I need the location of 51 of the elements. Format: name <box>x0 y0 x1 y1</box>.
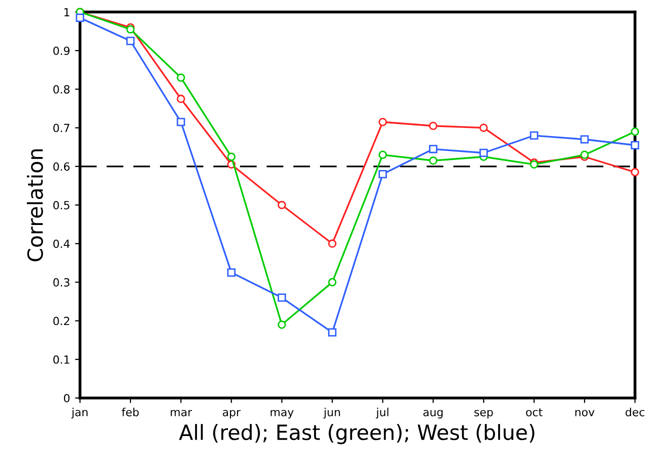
point <box>76 14 84 22</box>
y-tick-label: 0 <box>64 394 70 402</box>
point <box>328 328 336 337</box>
y-tick-label: 0.8 <box>53 85 70 94</box>
point <box>227 152 236 161</box>
x-tick-label: jul <box>376 408 388 418</box>
point <box>328 239 336 248</box>
x-tick-label: dec <box>626 408 644 416</box>
y-tick-label: 0.6 <box>53 162 70 171</box>
point <box>630 127 640 136</box>
point <box>278 200 286 210</box>
x-tick-label: aug <box>423 410 443 418</box>
x-tick-label: oct <box>526 408 542 416</box>
point <box>378 118 387 126</box>
y-tick-label: 0.9 <box>53 46 70 55</box>
point <box>176 73 186 82</box>
point <box>176 118 186 126</box>
point <box>429 156 438 165</box>
point <box>429 144 438 154</box>
x-tick-label: sep <box>474 410 493 418</box>
point <box>378 170 387 178</box>
x-tick-label: apr <box>222 410 241 418</box>
point <box>278 293 286 302</box>
y-axis-title: Correlation <box>26 149 44 262</box>
point <box>530 131 538 140</box>
point <box>278 320 286 329</box>
point <box>429 122 438 130</box>
point <box>630 141 640 150</box>
point <box>227 268 236 277</box>
y-tick-label: 0.5 <box>53 200 70 210</box>
y-tick-label: 0.2 <box>53 316 70 326</box>
y-tick-label: 0.1 <box>53 355 70 364</box>
x-tick-label: nov <box>575 410 594 416</box>
point <box>176 94 186 104</box>
y-tick-label: 0.7 <box>53 124 70 132</box>
y-tick-label: 1 <box>64 8 70 16</box>
x-tick-label: jun <box>323 408 340 418</box>
point <box>479 124 488 132</box>
y-tick-label: 0.3 <box>53 278 70 287</box>
point <box>580 135 589 144</box>
y-tick-label: 0.4 <box>53 240 70 248</box>
point <box>378 150 387 159</box>
x-axis-title: All (red); East (green); West (blue) <box>179 424 534 444</box>
x-tick-label: mar <box>170 410 192 416</box>
point <box>328 278 336 286</box>
point <box>126 36 135 46</box>
x-tick-label: may <box>270 410 294 418</box>
x-tick-label: feb <box>122 408 139 416</box>
point <box>479 148 488 158</box>
point <box>630 168 640 176</box>
x-tick-label: jan <box>71 408 88 418</box>
